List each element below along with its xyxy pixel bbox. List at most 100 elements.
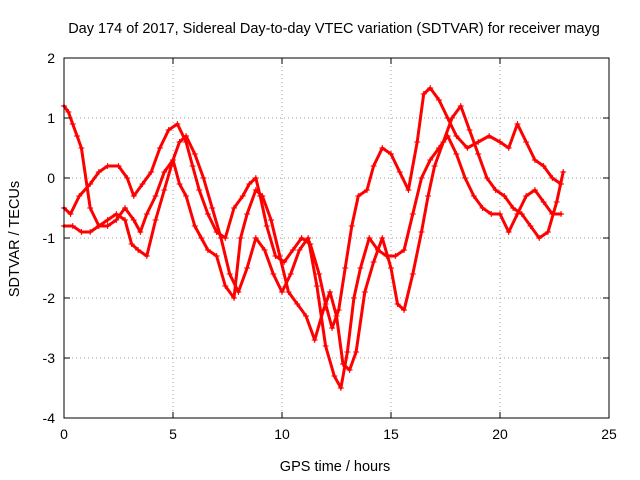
- data-point: [418, 229, 425, 235]
- data-point: [152, 193, 159, 199]
- data-point: [364, 187, 371, 193]
- data-point: [237, 235, 244, 241]
- data-point: [183, 133, 190, 139]
- data-point: [462, 175, 469, 181]
- data-point: [128, 241, 135, 247]
- data-series: [61, 85, 567, 391]
- data-point: [139, 181, 146, 187]
- data-point: [470, 193, 477, 199]
- data-point: [350, 295, 357, 301]
- data-point: [418, 175, 425, 181]
- data-point: [74, 133, 81, 139]
- data-point: [244, 211, 251, 217]
- data-point: [231, 295, 238, 301]
- data-point: [457, 103, 464, 109]
- data-point: [414, 139, 421, 145]
- data-point: [311, 337, 318, 343]
- y-tick-label: 0: [47, 170, 55, 186]
- data-point: [531, 187, 538, 193]
- data-point: [396, 169, 403, 175]
- data-point: [388, 151, 394, 157]
- data-point: [104, 217, 111, 223]
- y-tick-label: -2: [43, 290, 56, 306]
- data-point: [409, 271, 416, 277]
- x-tick-label: 25: [601, 426, 617, 442]
- data-point: [353, 349, 360, 355]
- data-point: [95, 169, 102, 175]
- data-point: [440, 139, 447, 145]
- data-point: [113, 217, 120, 223]
- data-point: [69, 121, 76, 127]
- y-tick-label: -3: [43, 350, 56, 366]
- data-point: [170, 157, 176, 163]
- data-point: [313, 283, 320, 289]
- y-tick-label: -1: [43, 230, 56, 246]
- data-point: [285, 289, 292, 295]
- data-point: [453, 133, 460, 139]
- data-point: [200, 175, 207, 181]
- data-point: [544, 229, 551, 235]
- data-point: [213, 253, 220, 259]
- x-tick-label: 15: [383, 426, 399, 442]
- data-point: [130, 217, 137, 223]
- data-point: [302, 313, 309, 319]
- data-point: [486, 133, 493, 139]
- data-point: [405, 187, 412, 193]
- data-point: [217, 235, 224, 241]
- data-point: [176, 139, 183, 145]
- data-point: [161, 169, 168, 175]
- data-point: [191, 151, 198, 157]
- series-track-a: [61, 85, 565, 331]
- data-point: [135, 247, 142, 253]
- data-point: [453, 151, 460, 157]
- data-point: [87, 229, 94, 235]
- data-point: [427, 85, 434, 91]
- data-point: [287, 271, 294, 277]
- data-point: [276, 253, 283, 259]
- x-tick-label: 0: [60, 426, 68, 442]
- data-point: [152, 217, 159, 223]
- data-point: [252, 175, 259, 181]
- data-point: [113, 211, 120, 217]
- data-point: [335, 307, 342, 313]
- data-point: [510, 205, 517, 211]
- data-point: [348, 223, 355, 229]
- data-point: [361, 289, 368, 295]
- x-tick-label: 5: [169, 426, 177, 442]
- data-point: [394, 301, 401, 307]
- data-point: [143, 253, 150, 259]
- data-point: [337, 385, 344, 391]
- data-point: [342, 265, 349, 271]
- chart-title: Day 174 of 2017, Sidereal Day-to-day VTE…: [68, 21, 600, 37]
- data-point: [427, 157, 434, 163]
- data-point: [270, 271, 277, 277]
- data-point: [505, 229, 512, 235]
- data-point: [340, 361, 347, 367]
- data-point: [316, 271, 323, 277]
- data-point: [252, 187, 259, 193]
- data-point: [104, 223, 111, 229]
- data-point: [392, 253, 399, 259]
- data-point: [431, 163, 438, 169]
- data-point: [344, 349, 351, 355]
- series-line: [62, 86, 563, 330]
- data-point: [161, 187, 168, 193]
- data-point: [501, 193, 508, 199]
- series-line: [62, 104, 563, 390]
- data-point: [379, 145, 386, 151]
- data-point: [333, 313, 340, 319]
- data-point: [514, 121, 521, 127]
- data-point: [326, 289, 333, 295]
- data-point: [174, 121, 181, 127]
- data-point: [87, 205, 94, 211]
- y-tick-label: 2: [47, 50, 55, 66]
- data-point: [466, 127, 473, 133]
- data-point: [198, 235, 205, 241]
- data-point: [483, 175, 490, 181]
- data-point: [156, 145, 163, 151]
- y-tick-label: 1: [47, 110, 55, 126]
- data-point: [104, 163, 111, 169]
- data-point: [449, 115, 456, 121]
- data-point: [370, 163, 377, 169]
